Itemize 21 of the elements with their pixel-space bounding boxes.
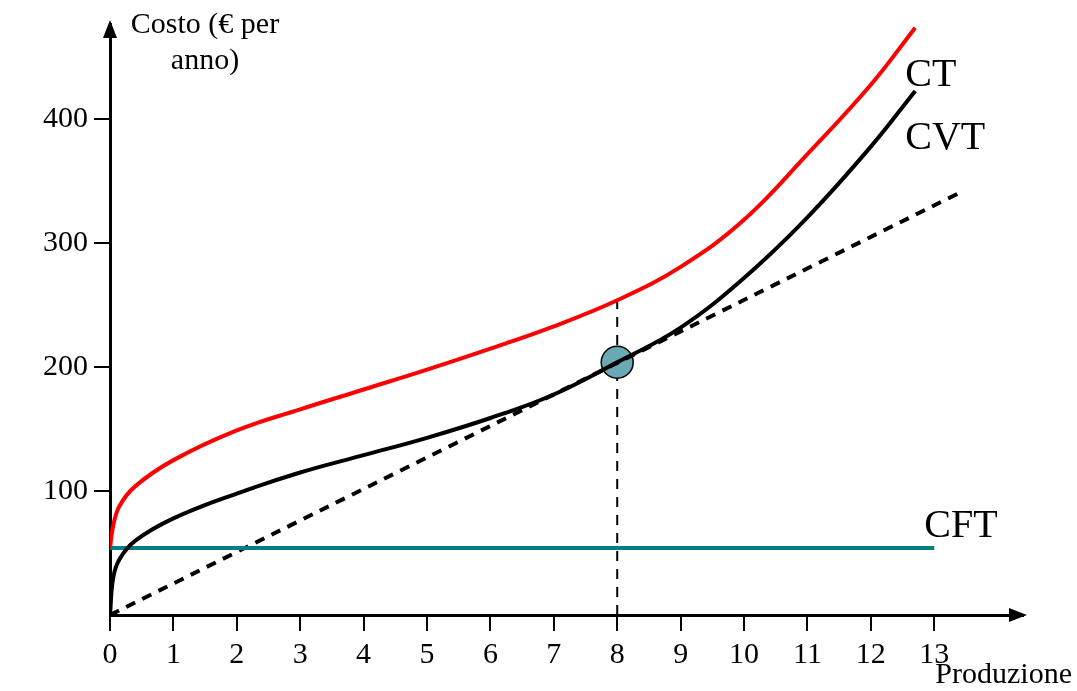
x-tick-label: 6 bbox=[482, 635, 498, 669]
x-tick-label: 2 bbox=[229, 635, 245, 669]
x-tick-label: 7 bbox=[546, 635, 562, 669]
series-label: CFT bbox=[924, 500, 998, 546]
x-tick-label: 10 bbox=[729, 635, 760, 669]
x-tick-label: 4 bbox=[356, 635, 372, 669]
x-tick-label: 9 bbox=[673, 635, 689, 669]
x-tick-label: 11 bbox=[792, 635, 822, 669]
series-label: CT bbox=[905, 50, 957, 96]
y-tick-label: 100 bbox=[43, 471, 88, 505]
x-tick-label: 8 bbox=[609, 635, 625, 669]
x-tick-label: 0 bbox=[102, 635, 118, 669]
y-tick-label: 400 bbox=[43, 100, 88, 134]
x-tick-label: 5 bbox=[419, 635, 435, 669]
y-tick-label: 200 bbox=[43, 348, 88, 382]
y-axis-title: Costo (€ per anno) bbox=[130, 5, 280, 76]
x-tick-label: 1 bbox=[165, 635, 181, 669]
x-tick-label: 12 bbox=[855, 635, 886, 669]
y-tick-label: 300 bbox=[43, 224, 88, 258]
series-label: CVT bbox=[905, 113, 986, 159]
x-tick-label: 3 bbox=[292, 635, 308, 669]
